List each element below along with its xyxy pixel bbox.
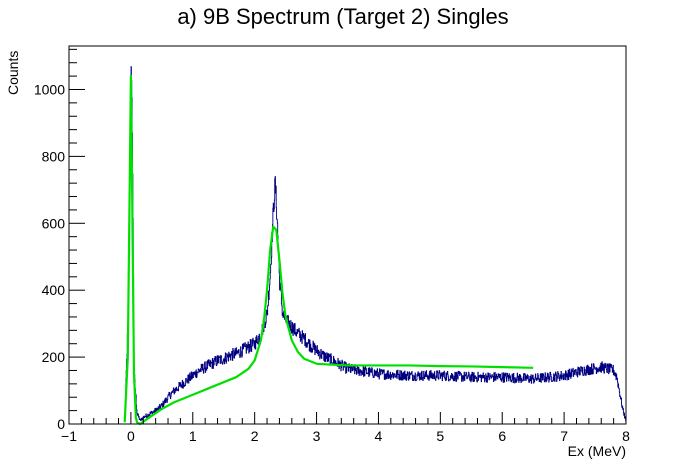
y-tick-label: 400 — [42, 282, 66, 298]
y-tick-label: 800 — [42, 148, 66, 164]
y-tick-label: 0 — [57, 416, 65, 432]
x-tick-label: 7 — [560, 428, 568, 444]
x-tick-label: 8 — [622, 428, 630, 444]
fit-line-series-1 — [123, 75, 534, 426]
x-tick-label: 6 — [498, 428, 506, 444]
y-tick-label: 600 — [42, 215, 66, 231]
x-tick-label: −1 — [61, 428, 77, 444]
x-tick-label: 5 — [436, 428, 444, 444]
x-tick-label: 4 — [375, 428, 383, 444]
x-tick-label: 1 — [189, 428, 197, 444]
y-tick-label: 200 — [42, 349, 66, 365]
x-axis-title: Ex (MeV) — [568, 443, 626, 459]
y-axis-title: Counts — [5, 51, 21, 95]
x-tick-label: 0 — [127, 428, 135, 444]
plot-frame — [68, 45, 627, 425]
histogram-series-0 — [124, 66, 627, 422]
plot-area — [123, 66, 627, 426]
chart-title: a) 9B Spectrum (Target 2) Singles — [177, 4, 508, 29]
x-tick-label: 2 — [251, 428, 259, 444]
y-tick-label: 1000 — [34, 81, 65, 97]
x-tick-label: 3 — [313, 428, 321, 444]
